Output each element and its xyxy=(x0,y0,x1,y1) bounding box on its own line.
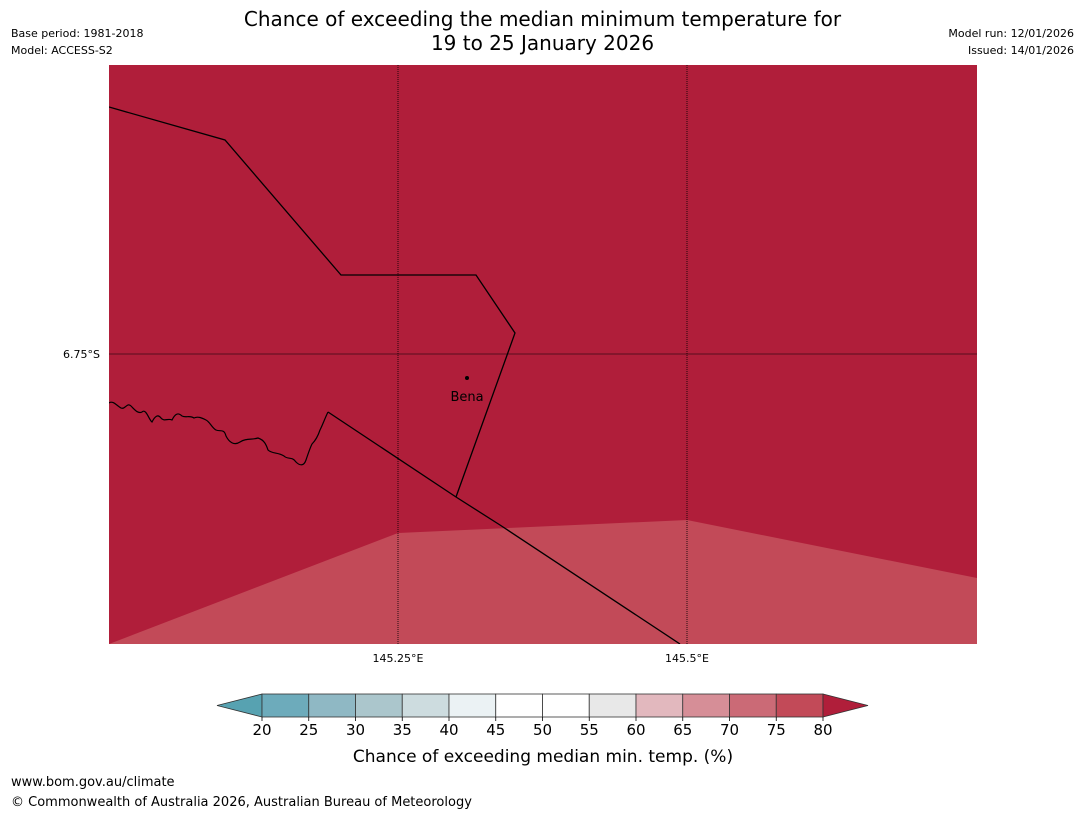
legend-color-bin-65-70 xyxy=(682,693,730,718)
legend-color-bin-45-50 xyxy=(495,693,543,718)
legend-tick-label: 65 xyxy=(673,721,692,739)
legend-title: Chance of exceeding median min. temp. (%… xyxy=(353,747,733,767)
legend-color-bin-30-35 xyxy=(355,693,403,718)
legend-tick-label: 70 xyxy=(720,721,739,739)
legend-tick-label: 75 xyxy=(767,721,786,739)
legend-color-bin-70-75 xyxy=(729,693,777,718)
legend-extend-below-20 xyxy=(216,693,263,718)
legend-tick-label: 80 xyxy=(813,721,832,739)
latitude-label: 6.75°S xyxy=(63,348,100,361)
legend-extend-above-80 xyxy=(822,693,869,718)
district-boundary-lower xyxy=(327,411,681,644)
legend-color-bin-75-80 xyxy=(775,693,824,718)
legend-color-bin-55-60 xyxy=(588,693,637,718)
base-period-text: Base period: 1981-2018 xyxy=(11,27,144,40)
legend-tick-label: 55 xyxy=(580,721,599,739)
longitude-label-145-25: 145.25°E xyxy=(373,652,424,665)
coastline-river-boundary xyxy=(109,401,329,466)
map-title-line-1: Chance of exceeding the median minimum t… xyxy=(243,7,842,31)
legend-tick-label: 50 xyxy=(533,721,552,739)
legend-tick-label: 25 xyxy=(299,721,318,739)
map-title-line-2: 19 to 25 January 2026 xyxy=(430,31,655,55)
district-boundary-upper xyxy=(109,106,516,498)
legend-tick-label: 45 xyxy=(486,721,505,739)
bom-url[interactable]: www.bom.gov.au/climate xyxy=(11,775,175,790)
legend-tick-label: 35 xyxy=(393,721,412,739)
issued-text: Issued: 14/01/2026 xyxy=(967,44,1074,57)
longitude-label-145-5: 145.5°E xyxy=(665,652,709,665)
legend-tick-label: 60 xyxy=(626,721,645,739)
probability-area-75-80 xyxy=(109,520,977,644)
legend-color-bin-40-45 xyxy=(448,693,497,718)
legend-color-bin-35-40 xyxy=(401,693,450,718)
legend-color-bin-20-25 xyxy=(261,693,310,718)
colour-legend: 20 25 30 35 40 45 50 55 60 65 70 75 80 xyxy=(216,693,869,739)
bena-town-marker xyxy=(465,376,469,380)
model-text: Model: ACCESS-S2 xyxy=(11,44,113,57)
legend-color-bin-50-55 xyxy=(542,693,590,718)
copyright-text: © Commonwealth of Australia 2026, Austra… xyxy=(11,795,472,810)
legend-tick-label: 40 xyxy=(439,721,458,739)
model-run-text: Model run: 12/01/2026 xyxy=(948,27,1074,40)
legend-color-bin-25-30 xyxy=(308,693,356,718)
legend-color-bin-60-65 xyxy=(635,693,684,718)
bena-town-label: Bena xyxy=(450,390,483,405)
legend-tick-label: 20 xyxy=(252,721,271,739)
legend-tick-label: 30 xyxy=(346,721,365,739)
